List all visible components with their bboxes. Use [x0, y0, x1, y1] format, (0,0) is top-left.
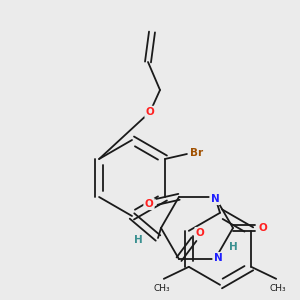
Text: N: N — [211, 194, 219, 204]
Text: CH₃: CH₃ — [154, 284, 170, 293]
Text: O: O — [259, 223, 267, 233]
Text: Br: Br — [190, 148, 203, 158]
Text: O: O — [145, 199, 153, 209]
Text: O: O — [146, 107, 154, 117]
Text: H: H — [229, 242, 237, 252]
Text: CH₃: CH₃ — [270, 284, 286, 293]
Text: O: O — [196, 228, 204, 238]
Text: H: H — [134, 235, 142, 245]
Text: N: N — [214, 253, 222, 263]
